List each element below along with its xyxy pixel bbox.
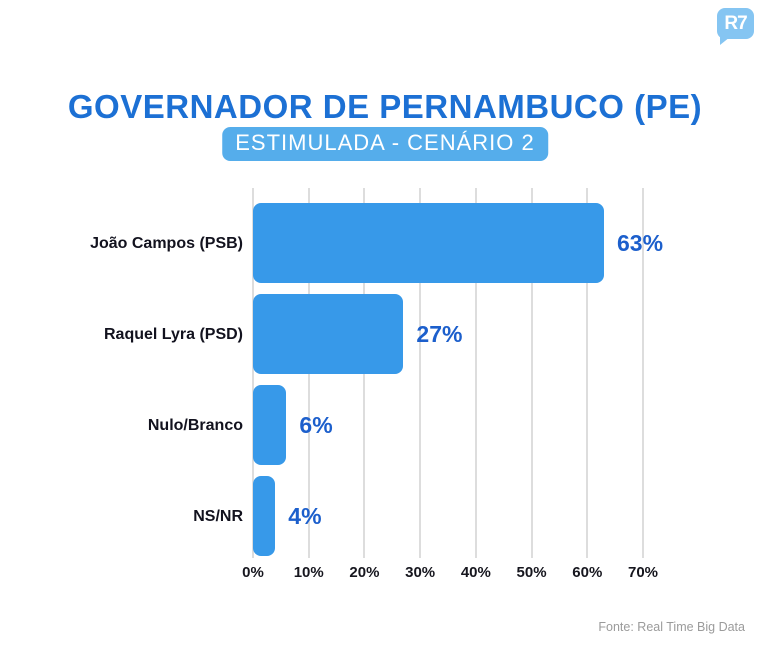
- bar-rows: João Campos (PSB) 63% Raquel Lyra (PSD) 27%…: [0, 198, 770, 562]
- source-credit: Fonte: Real Time Big Data: [598, 620, 745, 634]
- bar: [253, 476, 276, 556]
- category-label: Raquel Lyra (PSD): [104, 325, 243, 343]
- category-label: NS/NR: [193, 507, 243, 525]
- value-label: 27%: [416, 321, 463, 347]
- gridline: [419, 188, 422, 558]
- x-tick-label: 20%: [349, 564, 380, 581]
- bar: [253, 203, 604, 283]
- x-tick-label: 50%: [516, 564, 547, 581]
- x-tick-label: 70%: [627, 564, 659, 581]
- category-label: João Campos (PSB): [90, 234, 243, 252]
- value-label: 4%: [288, 503, 322, 529]
- gridline: [252, 188, 254, 558]
- bar: [253, 294, 404, 374]
- bar-row: Raquel Lyra (PSD) 27%: [0, 289, 770, 380]
- gridline: [474, 188, 477, 558]
- x-tick-label: 0%: [242, 564, 264, 581]
- r7-logo-text: R7: [724, 12, 747, 34]
- gridline: [586, 188, 589, 558]
- x-tick-label: 10%: [293, 564, 324, 581]
- x-tick-label: 60%: [572, 564, 603, 581]
- bar-row: NS/NR 4%: [0, 471, 770, 562]
- x-tick-label: 40%: [460, 564, 491, 581]
- scenario-badge: ESTIMULADA - CENÁRIO 2: [222, 127, 548, 161]
- bar-row: Nulo/Branco 6%: [0, 380, 770, 471]
- r7-logo: R7: [717, 8, 754, 45]
- x-tick-label: 30%: [405, 564, 436, 581]
- bar-row: João Campos (PSB) 63%: [0, 198, 770, 289]
- category-label: Nulo/Branco: [147, 416, 243, 434]
- value-label: 63%: [617, 230, 664, 256]
- value-label: 6%: [299, 412, 333, 438]
- gridline: [530, 188, 533, 558]
- page-title: GOVERNADOR DE PERNAMBUCO (PE): [67, 88, 703, 126]
- gridline: [642, 188, 644, 558]
- bar: [253, 385, 287, 465]
